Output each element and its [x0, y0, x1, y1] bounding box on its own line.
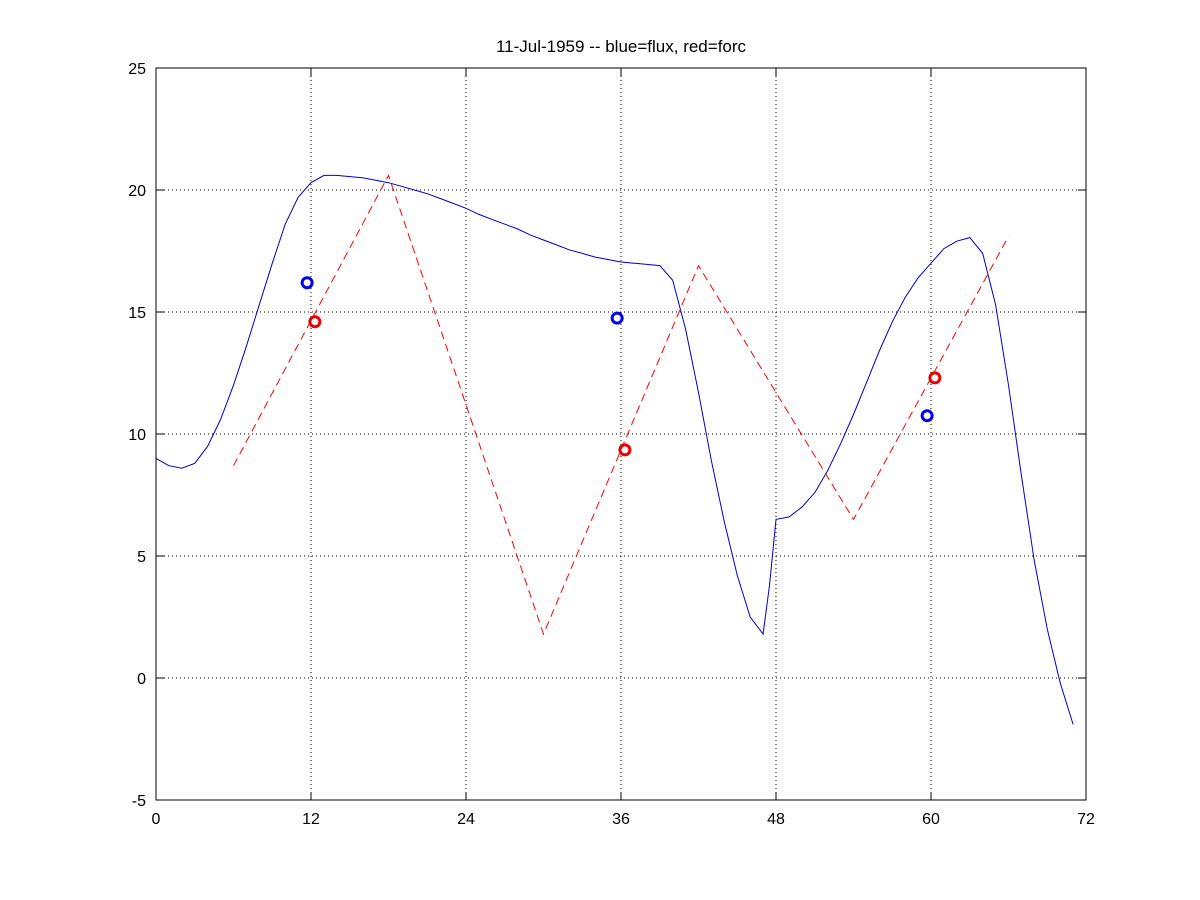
- data-marker: [308, 315, 322, 329]
- x-tick-label: 60: [922, 811, 940, 828]
- data-marker: [610, 311, 624, 325]
- data-marker: [300, 276, 314, 290]
- y-tick-label: 15: [128, 305, 146, 322]
- y-tick-label: 0: [137, 671, 146, 688]
- grid: [156, 68, 1086, 800]
- data-marker: [920, 409, 934, 423]
- chart-title: 11-Jul-1959 -- blue=flux, red=forc: [496, 37, 747, 56]
- x-tick-label: 24: [457, 811, 475, 828]
- forc-line: [233, 174, 1009, 636]
- y-tick-label: -5: [132, 793, 146, 810]
- series-layer: [155, 174, 1074, 725]
- marker-layer: [300, 276, 942, 457]
- y-tick-label: 20: [128, 183, 146, 200]
- flux-line: [155, 174, 1074, 725]
- data-marker: [928, 371, 942, 385]
- ticks: 0 12 24 36 48 60 72 -5 0 5 10 15 20 25: [128, 61, 1095, 828]
- x-tick-label: 48: [767, 811, 785, 828]
- y-tick-label: 5: [137, 549, 146, 566]
- data-marker: [618, 443, 632, 457]
- x-tick-label: 12: [302, 811, 320, 828]
- x-tick-label: 0: [152, 811, 161, 828]
- x-tick-label: 72: [1077, 811, 1095, 828]
- x-tick-label: 36: [612, 811, 630, 828]
- y-tick-label: 10: [128, 427, 146, 444]
- y-tick-label: 25: [128, 61, 146, 78]
